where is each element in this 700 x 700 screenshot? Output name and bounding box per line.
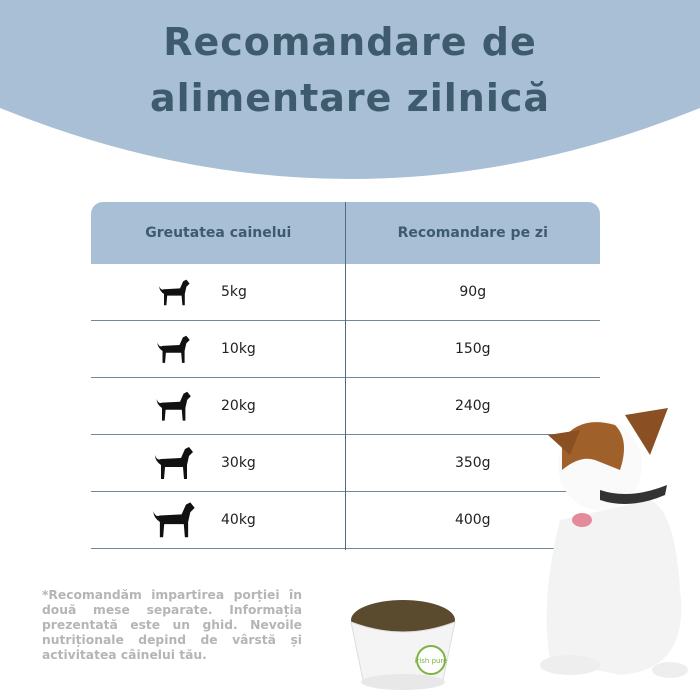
dog-photo: [540, 408, 688, 678]
header-arc-background: [0, 0, 700, 179]
footnote: *Recomandăm impartirea porției în două m…: [42, 588, 302, 662]
doberman-silhouette-icon: [149, 500, 199, 540]
bowl-logo: irish pure: [415, 657, 448, 665]
weight-cell: 5kg: [91, 264, 346, 320]
feeding-table: Greutatea cainelui Recomandare pe zi 5kg…: [91, 202, 600, 550]
pug-silhouette-icon: [149, 329, 199, 369]
weight-cell: 30kg: [91, 435, 346, 491]
amount-cell: 350g: [454, 455, 491, 471]
large-dog-silhouette-icon: [149, 443, 199, 483]
weight-value: 5kg: [221, 284, 247, 300]
weight-cell: 20kg: [91, 378, 346, 434]
amount-cell: 400g: [454, 512, 491, 528]
column-divider: [345, 202, 346, 550]
amount-cell: 240g: [454, 398, 491, 414]
amount-cell: 150g: [454, 341, 491, 357]
weight-value: 20kg: [221, 398, 256, 414]
title-line-1: Recomandare de: [163, 20, 537, 64]
weight-value: 10kg: [221, 341, 256, 357]
header-recommendation: Recomandare pe zi: [397, 225, 548, 241]
page-title: Recomandare de alimentare zilnică: [0, 14, 700, 126]
weight-value: 30kg: [221, 455, 256, 471]
weight-cell: 40kg: [91, 492, 346, 548]
weight-cell: 10kg: [91, 321, 346, 377]
food-bowl-image: irish pure: [350, 600, 456, 690]
medium-dog-silhouette-icon: [149, 386, 199, 426]
title-line-2: alimentare zilnică: [149, 76, 551, 120]
small-dog-silhouette-icon: [149, 272, 199, 312]
header-weight: Greutatea cainelui: [145, 225, 292, 241]
weight-value: 40kg: [221, 512, 256, 528]
amount-cell: 90g: [459, 284, 487, 300]
